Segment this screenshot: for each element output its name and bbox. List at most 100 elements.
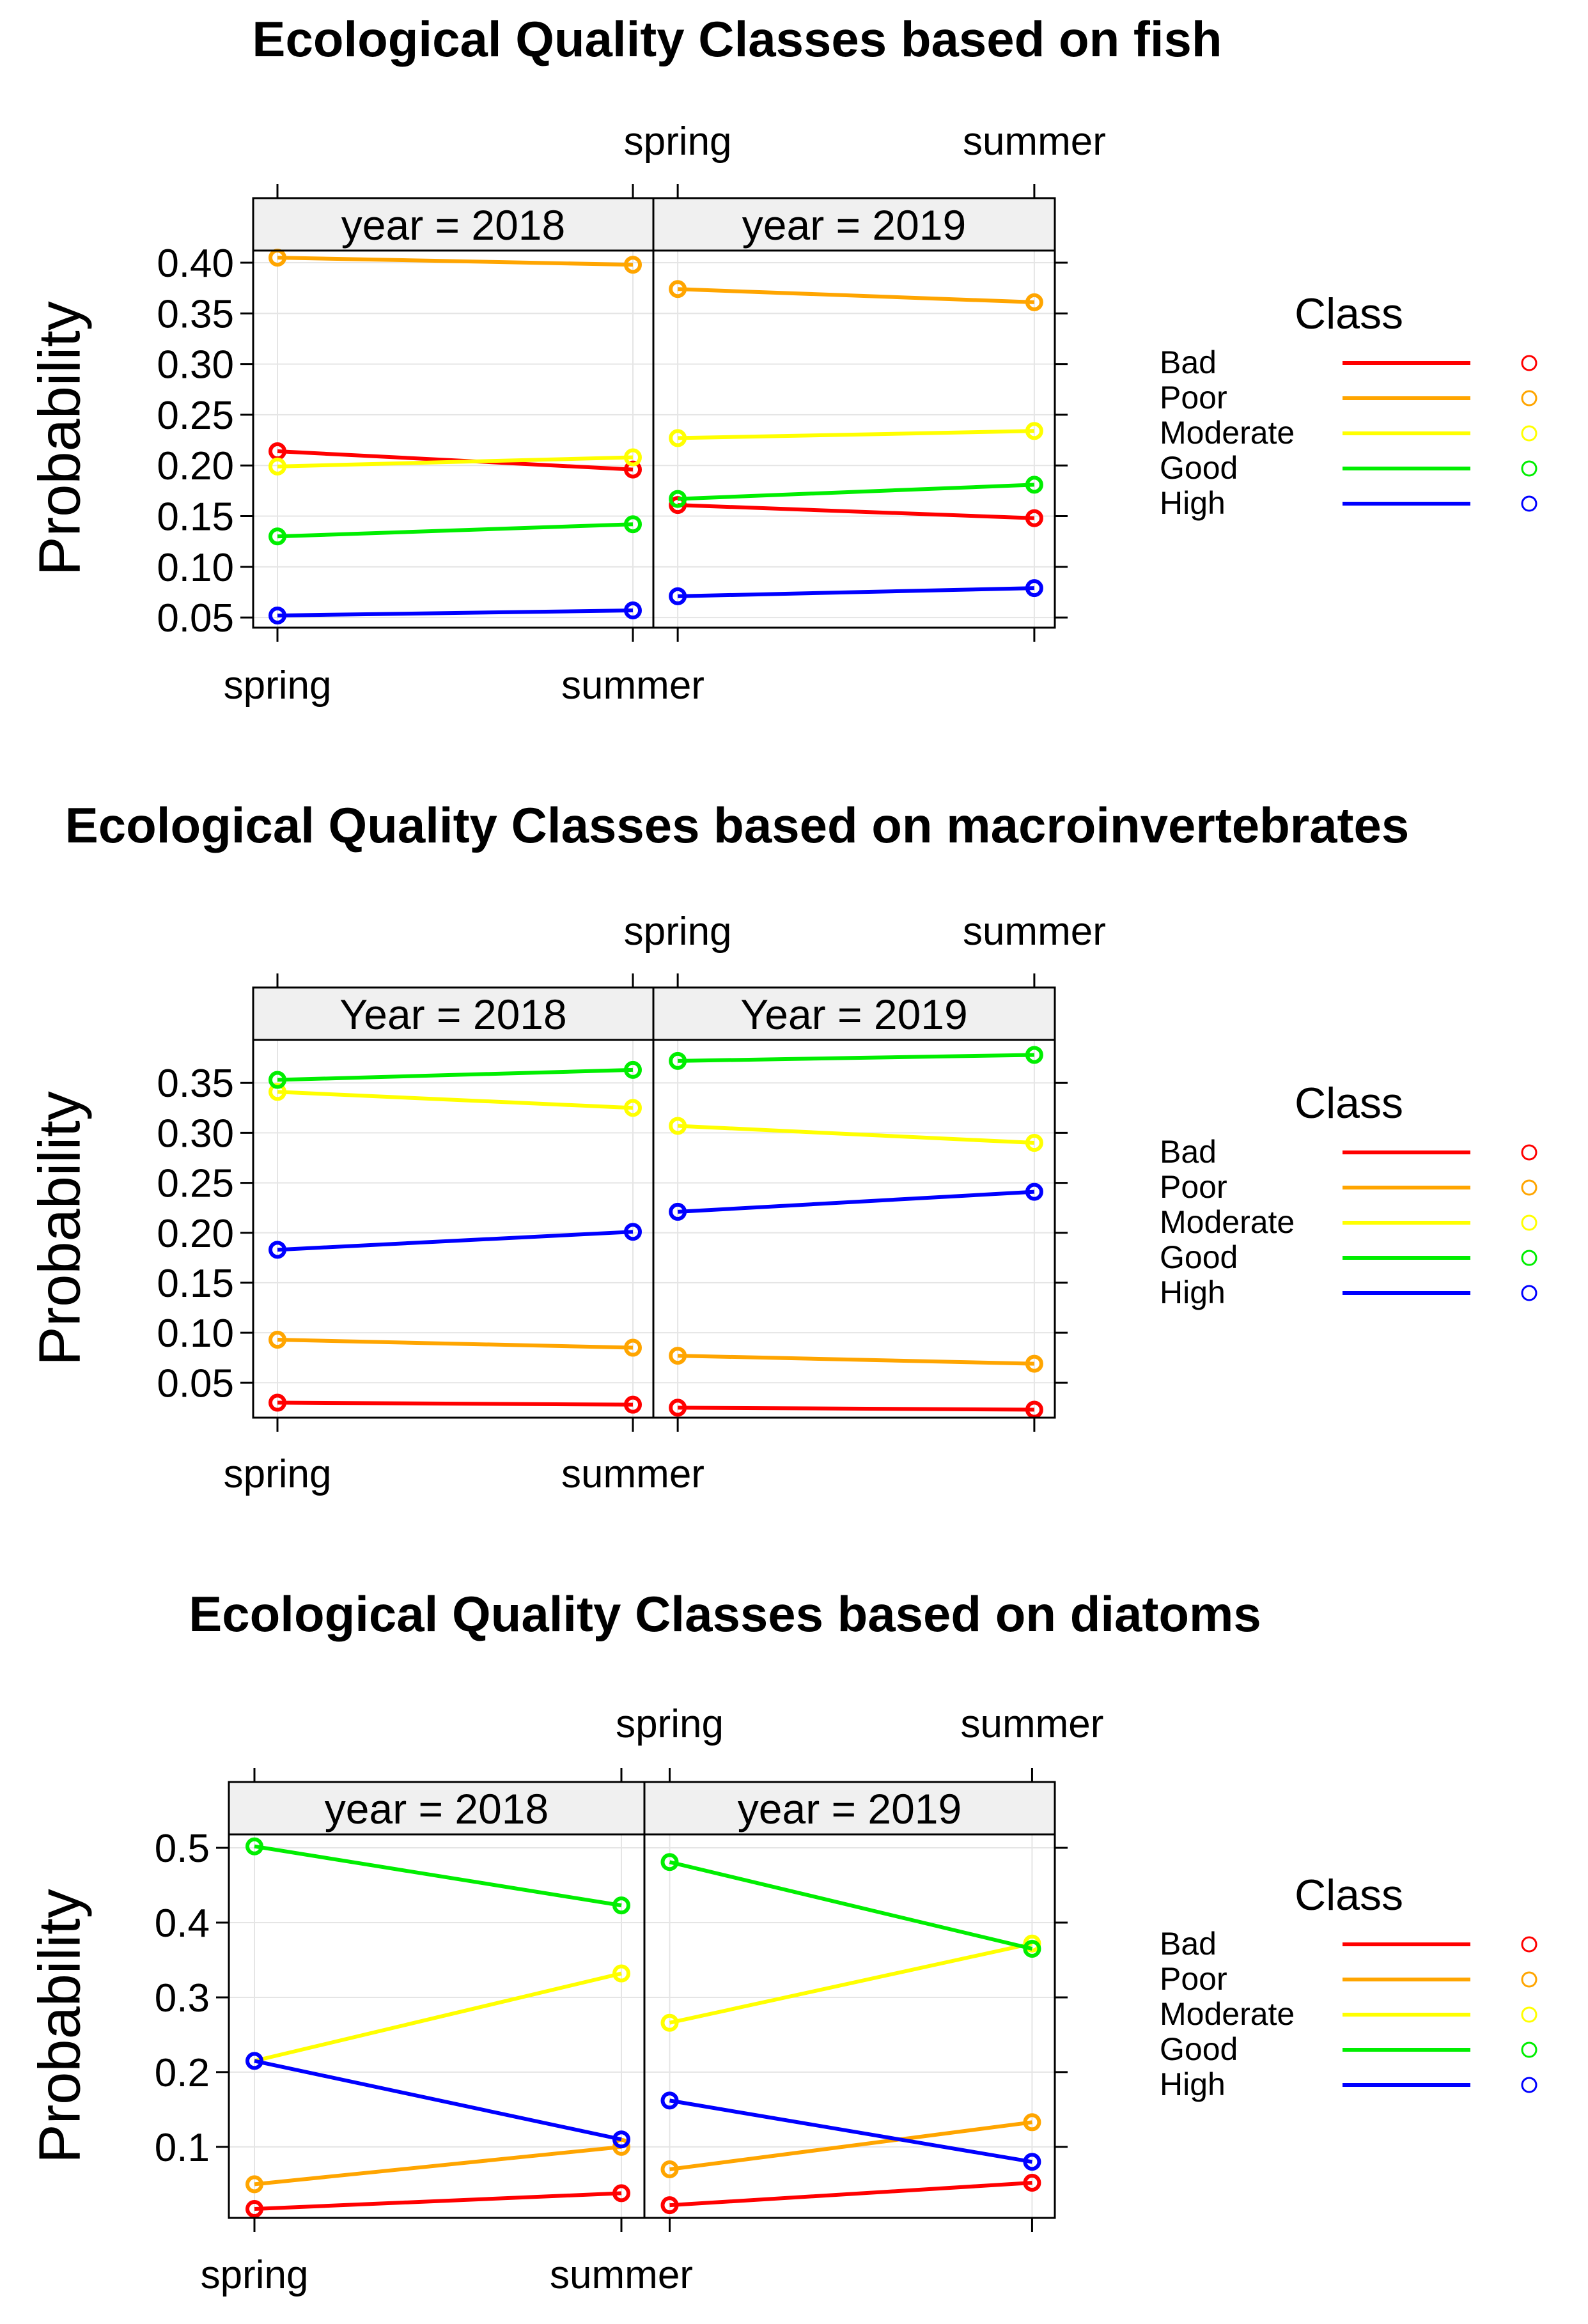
data-point-good xyxy=(1025,1046,1043,1064)
panel-frame xyxy=(652,249,1056,629)
data-point-poor xyxy=(624,256,642,274)
data-point-bad xyxy=(612,2184,630,2203)
data-point-good xyxy=(245,1837,263,1855)
data-point-bad xyxy=(245,2199,263,2218)
data-point-good xyxy=(660,1853,679,1871)
series-line-high xyxy=(254,2059,622,2142)
series-line-moderate xyxy=(677,1124,1035,1145)
series-line-poor xyxy=(678,287,1035,304)
y-tick-label: 0.35 xyxy=(157,1062,234,1106)
legend-label: Bad xyxy=(1160,345,1217,380)
series-line-bad xyxy=(277,1400,634,1407)
data-point-bad xyxy=(624,1395,642,1414)
data-point-poor xyxy=(269,1331,286,1349)
data-point-good xyxy=(669,1051,687,1070)
chart-title: Ecological Quality Classes based on diat… xyxy=(189,1586,1261,1642)
x-tick-label: spring xyxy=(224,1452,332,1496)
data-point-good xyxy=(1023,1939,1041,1958)
data-point-good xyxy=(669,490,687,508)
data-point-poor xyxy=(1025,1354,1043,1373)
panel-strip-label: year = 2019 xyxy=(738,1785,961,1832)
data-point-high xyxy=(1025,579,1043,598)
series-line-good xyxy=(277,1067,634,1082)
data-point-high xyxy=(269,606,286,624)
panel-frame xyxy=(652,1039,1056,1419)
series-line-bad xyxy=(678,1406,1034,1412)
y-tick-label: 0.10 xyxy=(157,546,234,590)
y-tick-label: 0.05 xyxy=(157,1361,234,1406)
legend-marker-high xyxy=(1521,1285,1537,1301)
data-point-good xyxy=(624,1060,642,1079)
data-point-high xyxy=(624,1223,642,1241)
data-point-poor xyxy=(660,2160,679,2178)
x-tick-label: summer xyxy=(960,1702,1103,1746)
data-point-moderate xyxy=(1025,422,1043,440)
legend-marker-moderate xyxy=(1521,425,1537,442)
data-point-bad xyxy=(660,2196,679,2215)
data-point-poor xyxy=(1023,2113,1041,2132)
data-point-moderate xyxy=(612,1964,630,1983)
data-point-poor xyxy=(1025,293,1043,311)
legend-label: Poor xyxy=(1160,1169,1227,1205)
panel-strip-label: Year = 2018 xyxy=(339,991,566,1038)
x-tick-label: summer xyxy=(963,120,1106,164)
data-point-bad xyxy=(1025,1400,1043,1419)
legend-label: Good xyxy=(1160,2031,1238,2067)
legend-marker-good xyxy=(1521,460,1537,477)
data-point-high xyxy=(269,1241,286,1259)
legend-marker-moderate xyxy=(1521,1214,1537,1231)
data-point-poor xyxy=(669,280,687,298)
x-tick-label: spring xyxy=(201,2253,309,2297)
series-line-moderate xyxy=(669,1941,1033,2025)
data-point-good xyxy=(624,515,642,534)
x-tick-label: summer xyxy=(561,663,704,708)
data-point-good xyxy=(269,1071,286,1089)
y-tick-label: 0.25 xyxy=(157,394,234,438)
panel-strip xyxy=(643,1781,1056,1836)
y-axis-label: Probability xyxy=(27,1091,92,1366)
panel-frame xyxy=(228,1833,646,2219)
legend-marker-bad xyxy=(1521,1936,1537,1953)
series-line-high xyxy=(277,1230,634,1252)
legend-title: Class xyxy=(1295,290,1403,338)
data-point-moderate xyxy=(669,1117,687,1135)
x-tick-label: spring xyxy=(624,910,732,954)
panel-1: Year = 2018 spring summer xyxy=(224,973,704,1496)
panel-1: year = 2018 spring summer xyxy=(224,184,704,708)
data-point-high xyxy=(624,601,642,620)
series-line-bad xyxy=(254,2191,622,2211)
legend-label: Poor xyxy=(1160,1961,1227,1997)
data-point-moderate xyxy=(269,1083,286,1101)
legend-label: High xyxy=(1160,2066,1226,2102)
series-line-good xyxy=(678,1053,1034,1063)
legend-label: Good xyxy=(1160,1239,1238,1275)
data-point-high xyxy=(612,2130,630,2149)
panel-frame xyxy=(252,1039,655,1419)
data-point-high xyxy=(660,2091,679,2110)
data-point-high xyxy=(1025,1182,1043,1201)
series-line-good xyxy=(254,1844,622,1908)
legend-marker-good xyxy=(1521,1250,1537,1266)
data-point-moderate xyxy=(269,457,286,476)
legend-label: High xyxy=(1160,485,1226,521)
y-tick-label: 0.20 xyxy=(157,444,234,488)
series-line-high xyxy=(669,2098,1032,2164)
chart-2: Ecological Quality Classes based on macr… xyxy=(27,797,1537,1496)
legend-label: High xyxy=(1160,1274,1226,1310)
x-tick-label: summer xyxy=(963,910,1106,954)
series-line-moderate xyxy=(277,1090,634,1110)
legend-marker-high xyxy=(1521,2077,1537,2093)
legend-marker-bad xyxy=(1521,1144,1537,1161)
x-tick-label: summer xyxy=(550,2253,693,2297)
legend-label: Moderate xyxy=(1160,415,1295,451)
legend-marker-bad xyxy=(1521,355,1537,371)
panel-frame xyxy=(252,249,655,629)
data-point-moderate xyxy=(660,2013,679,2032)
panel-strip xyxy=(252,197,655,252)
series-line-good xyxy=(678,483,1035,501)
y-tick-label: 0.2 xyxy=(155,2051,210,2095)
